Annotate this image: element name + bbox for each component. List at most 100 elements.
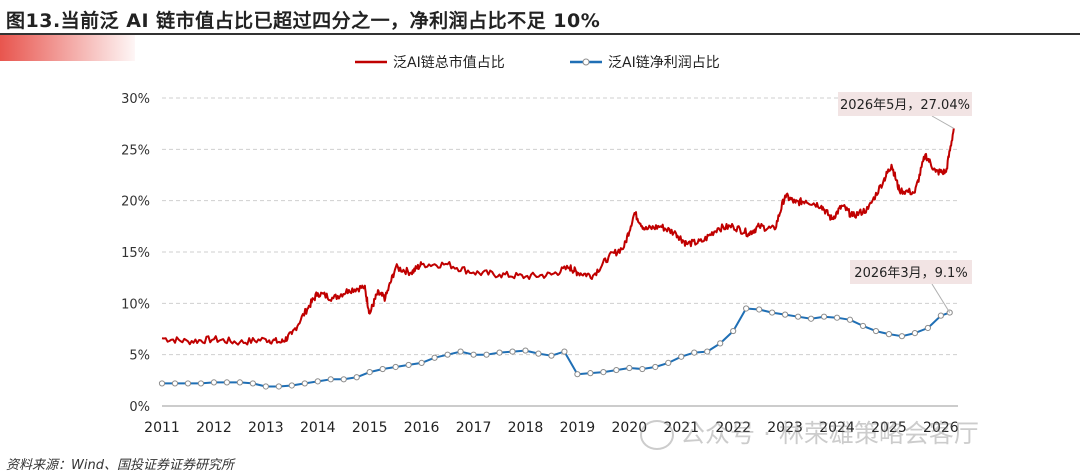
data-point xyxy=(652,363,659,371)
data-point xyxy=(444,351,451,358)
data-point xyxy=(171,380,179,387)
data-point xyxy=(249,380,256,387)
x-tick-label: 2015 xyxy=(352,420,388,436)
annotation-box xyxy=(850,260,972,284)
data-point xyxy=(301,380,308,387)
y-tick-label: 15% xyxy=(121,246,150,261)
data-point xyxy=(937,312,944,319)
x-tick-label: 2011 xyxy=(144,420,180,436)
data-point xyxy=(548,352,555,359)
data-point xyxy=(898,333,906,340)
x-tick-label: 2018 xyxy=(508,420,544,436)
data-point xyxy=(665,359,672,366)
x-tick-label: 2017 xyxy=(456,420,492,436)
annotation-leader xyxy=(931,115,955,129)
data-point xyxy=(807,315,815,322)
data-point xyxy=(561,348,568,355)
data-point xyxy=(223,379,231,386)
annotation-leader xyxy=(931,283,951,313)
source-note: 资料来源：Wind、国投证券证券研究所 xyxy=(6,458,234,473)
data-point xyxy=(184,380,192,387)
data-point xyxy=(275,383,282,390)
data-point xyxy=(885,331,893,338)
data-point xyxy=(470,351,477,358)
data-point xyxy=(639,365,646,373)
wechat-icon xyxy=(640,420,674,450)
y-tick-label: 0% xyxy=(129,400,150,415)
data-point xyxy=(457,348,464,355)
x-tick-label: 2020 xyxy=(611,420,647,436)
data-point xyxy=(946,309,953,316)
data-point xyxy=(769,309,776,316)
data-point xyxy=(743,305,750,312)
data-point xyxy=(587,370,594,377)
title-divider xyxy=(0,33,1080,35)
x-tick-label: 2013 xyxy=(248,420,284,436)
legend-label: 泛AI链净利润占比 xyxy=(608,55,720,71)
data-point xyxy=(314,378,321,385)
data-point xyxy=(730,327,737,335)
data-point xyxy=(262,383,269,390)
y-tick-label: 10% xyxy=(121,297,150,312)
data-point xyxy=(691,349,698,356)
data-point xyxy=(366,369,373,376)
data-point xyxy=(535,350,542,357)
data-point xyxy=(872,327,880,335)
x-tick-label: 2022 xyxy=(715,420,751,436)
data-point xyxy=(418,359,425,366)
x-tick-label: 2025 xyxy=(871,420,907,436)
series-lines xyxy=(158,128,955,390)
y-tick-label: 30% xyxy=(121,92,150,107)
y-tick-label: 5% xyxy=(129,349,150,364)
data-point xyxy=(340,376,347,383)
data-point xyxy=(509,348,516,355)
title-accent-bar xyxy=(0,35,135,61)
data-point xyxy=(820,313,828,320)
data-point xyxy=(210,379,218,386)
y-axis-labels: 0% 5% 10% 15% 20% 25% 30% xyxy=(121,92,150,415)
x-tick-label: 2023 xyxy=(767,420,803,436)
data-point xyxy=(236,379,243,386)
data-point xyxy=(496,349,503,356)
data-point xyxy=(405,361,412,369)
data-point xyxy=(431,354,438,361)
data-point xyxy=(392,363,399,371)
data-point xyxy=(859,322,867,330)
data-point xyxy=(600,369,607,376)
y-tick-label: 20% xyxy=(121,195,150,210)
data-point xyxy=(626,364,633,372)
data-point xyxy=(756,306,763,313)
legend: 泛AI链总市值占比 泛AI链净利润占比 xyxy=(355,54,720,71)
annotation-label: 2026年5月，27.04% xyxy=(840,98,970,113)
data-point xyxy=(678,353,685,360)
x-tick-label: 2024 xyxy=(819,420,855,436)
data-point xyxy=(781,311,789,318)
data-point xyxy=(911,330,919,337)
data-point xyxy=(288,382,295,389)
data-point xyxy=(574,371,581,378)
annotations: 2026年5月，27.04% 2026年3月，9.1% xyxy=(838,92,972,313)
data-point xyxy=(327,376,334,383)
y-tick-label: 25% xyxy=(121,143,150,158)
x-tick-label: 2026 xyxy=(923,420,959,436)
data-point xyxy=(613,366,620,374)
data-point xyxy=(197,380,205,387)
x-tick-label: 2014 xyxy=(300,420,336,436)
data-point xyxy=(924,324,931,332)
data-point xyxy=(704,348,711,355)
legend-marker xyxy=(582,58,590,66)
annotation-box xyxy=(838,92,972,116)
data-point xyxy=(846,316,854,323)
watermark: 公众号 · 林荣雄策略会客厅 xyxy=(640,414,979,450)
series-line-2 xyxy=(162,307,951,388)
data-point xyxy=(794,313,802,320)
data-point xyxy=(353,374,360,381)
data-point xyxy=(522,347,529,354)
legend-label: 泛AI链总市值占比 xyxy=(393,54,505,71)
x-tick-label: 2019 xyxy=(560,420,596,436)
data-point xyxy=(158,380,166,387)
watermark-text: 公众号 · 林荣雄策略会客厅 xyxy=(680,419,979,448)
page-title: 图13.当前泛 AI 链市值占比已超过四分之一，净利润占比不足 10% xyxy=(6,10,601,32)
data-point xyxy=(379,365,386,373)
